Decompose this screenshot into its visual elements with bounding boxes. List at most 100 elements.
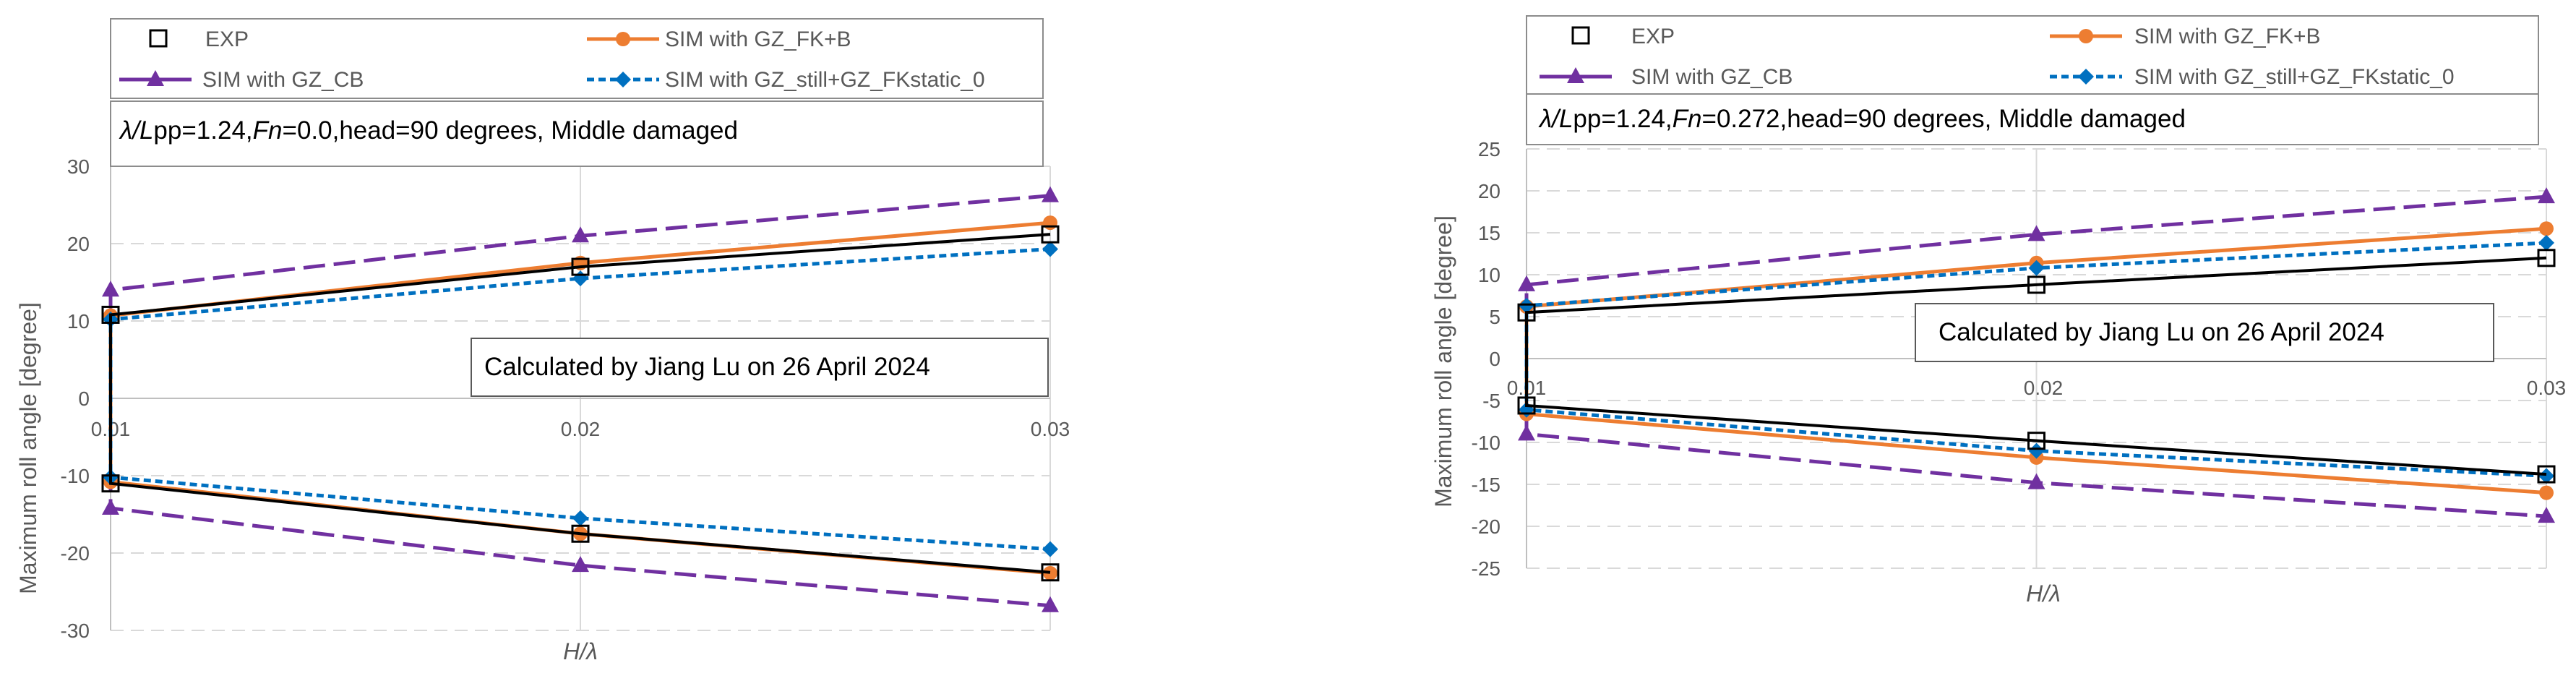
chart-right-y-tick: -25 (1472, 557, 1500, 580)
chart-right-annotation: Calculated by Jiang Lu on 26 April 2024 (1939, 318, 2384, 346)
chart-left-point-cb (102, 280, 119, 297)
chart-right-title: λ/Lpp=1.24,Fn=0.272,head=90 degrees, Mid… (1538, 105, 2186, 133)
chart-left-point-exp (571, 524, 590, 543)
chart-left-point-cb (1042, 186, 1059, 202)
chart-right-point-still (1519, 297, 1534, 314)
legend-marker-cb (1567, 67, 1584, 83)
chart-right-legend: EXP SIM with GZ_FK+B SIM with GZ_CB SIM … (1540, 25, 2455, 89)
chart-right-point-cb (2027, 225, 2045, 241)
chart-right-point-cb (2027, 473, 2045, 489)
legend-label-cb: SIM with GZ_CB (202, 68, 364, 92)
chart-right-point-cb (2538, 507, 2555, 523)
chart-right-x-tick: 0.02 (2024, 377, 2064, 399)
chart-right-x-ticks: 0.01 0.02 0.03 (1507, 377, 2567, 399)
chart-right-point-fkb (2539, 485, 2554, 500)
chart-right-point-still (2538, 468, 2554, 484)
chart-right-y-tick: 25 (1478, 138, 1500, 160)
chart-right-point-exp (2537, 465, 2556, 484)
legend-marker-fkb (2079, 29, 2093, 43)
chart-left-point-exp (101, 305, 120, 324)
chart-left-annotation: Calculated by Jiang Lu on 26 April 2024 (484, 353, 930, 381)
chart-left-annotation-box (471, 338, 1049, 397)
chart-right-point-still (2028, 442, 2045, 459)
chart-left-point-cb (102, 498, 119, 515)
legend-label-still: SIM with GZ_still+GZ_FKstatic_0 (2134, 65, 2455, 89)
chart-right-y-tick: 5 (1489, 306, 1500, 328)
chart-left-y-ticks: 30 20 10 0 -10 -20 -30 (61, 155, 90, 642)
chart-right-point-cb (1518, 424, 1535, 441)
title-rest: =0.272,head=90 degrees, Middle damaged (1702, 105, 2186, 133)
chart-left-point-fkb (1043, 565, 1057, 581)
legend-marker-still (615, 72, 631, 87)
chart-left-y-tick: 0 (78, 387, 90, 410)
chart-left-point-cb (1042, 596, 1059, 612)
chart-right-annotation-box (1915, 303, 2494, 362)
chart-left-point-exp (571, 257, 590, 276)
chart-left-x-axis-label: H/λ (563, 638, 598, 664)
chart-right-x-tick: 0.03 (2527, 377, 2567, 399)
chart-left-point-exp (101, 474, 120, 493)
chart-left-point-cb (572, 556, 589, 573)
chart-left-point-still (572, 270, 588, 287)
chart-left-y-tick: 30 (67, 155, 90, 178)
title-rest: =0.0,head=90 degrees, Middle damaged (283, 116, 738, 145)
legend-marker-fkb (616, 32, 630, 46)
title-Fn: Fn (253, 116, 283, 145)
title-L: L (1559, 105, 1573, 133)
legend-marker-exp (1571, 26, 1590, 45)
chart-right-legend-box (1526, 15, 2539, 95)
chart-left-point-still (1042, 541, 1058, 557)
legend-label-cb: SIM with GZ_CB (1631, 65, 1793, 89)
legend-label-fkb: SIM with GZ_FK+B (665, 27, 851, 51)
chart-left-title-box (110, 100, 1044, 167)
chart-right-y-tick: 20 (1478, 180, 1500, 202)
chart-right-y-tick: -5 (1482, 390, 1500, 412)
chart-right-point-cb (2538, 187, 2555, 204)
legend-label-fkb: SIM with GZ_FK+B (2134, 25, 2321, 48)
chart-right-point-exp (1517, 303, 1536, 322)
chart-left-point-exp (1041, 225, 1060, 244)
chart-left-title: λ/Lpp=1.24,Fn=0.0,head=90 degrees, Middl… (119, 116, 738, 145)
chart-left: 30 20 10 0 -10 -20 -30 0.01 0.02 0.03 Ma… (15, 18, 1070, 664)
chart-left-y-tick: -20 (61, 542, 90, 565)
chart-left-y-tick: 10 (67, 310, 90, 333)
chart-left-series (101, 186, 1060, 612)
chart-right-y-tick: -15 (1472, 474, 1500, 496)
chart-right-y-tick: -20 (1472, 515, 1500, 538)
legend-label-still: SIM with GZ_still+GZ_FKstatic_0 (665, 68, 985, 92)
chart-right-series (1517, 187, 2556, 523)
legend-marker-still (2078, 69, 2094, 85)
chart-right: 25 20 15 10 5 0 -5 -10 -15 -20 -25 0.01 … (1430, 15, 2567, 607)
chart-left-x-tick: 0.03 (1031, 418, 1070, 440)
chart-left-legend-box (110, 18, 1044, 99)
title-L: L (139, 116, 153, 145)
chart-right-point-exp (2027, 432, 2045, 450)
chart-right-point-cb (1518, 275, 1535, 291)
legend-marker-cb (147, 70, 164, 86)
chart-right-title-box (1526, 93, 2539, 145)
chart-left-x-tick: 0.02 (561, 418, 601, 440)
chart-right-y-tick: 10 (1478, 264, 1500, 286)
chart-left-point-still (572, 510, 588, 526)
chart-left-point-exp (1041, 563, 1060, 582)
legend-label-exp: EXP (205, 27, 249, 51)
title-lambda: λ/ (1538, 105, 1561, 133)
chart-left-y-tick: 20 (67, 233, 90, 255)
chart-left-point-cb (572, 226, 589, 243)
chart-left-y-tick: -30 (61, 620, 90, 642)
chart-right-point-exp (2027, 275, 2045, 294)
chart-left-point-still (1042, 241, 1058, 257)
title-pp: pp=1.24, (153, 116, 252, 145)
title-lambda: λ/ (119, 116, 142, 145)
chart-left-series-line-exp (109, 233, 1051, 574)
chart-left-y-axis-label: Maximum roll angle [degree] (15, 302, 41, 594)
chart-right-y-axis-label: Maximum roll angle [degree] (1430, 215, 1456, 507)
chart-left-point-fkb (1043, 215, 1057, 231)
chart-right-y-tick: -10 (1472, 432, 1500, 454)
legend-marker-exp (149, 29, 168, 48)
chart-right-point-exp (2537, 249, 2556, 267)
chart-left-legend: EXP SIM with GZ_FK+B SIM with GZ_CB SIM … (119, 27, 985, 92)
chart-right-point-exp (1517, 396, 1536, 415)
title-pp: pp=1.24, (1573, 105, 1672, 133)
chart-right-y-tick: 15 (1478, 222, 1500, 244)
